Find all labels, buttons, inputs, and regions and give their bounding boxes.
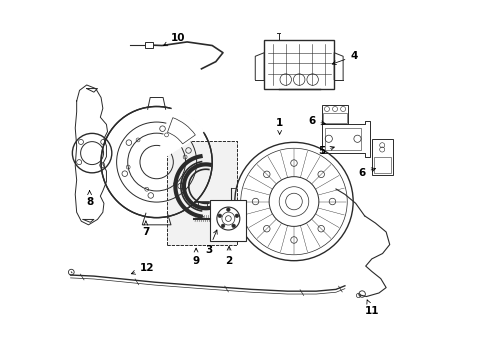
Text: 5: 5 bbox=[317, 146, 334, 156]
Bar bbox=[264, 40, 333, 89]
Text: 7: 7 bbox=[142, 221, 149, 237]
Bar bbox=[321, 105, 348, 125]
Circle shape bbox=[218, 214, 221, 217]
Text: 9: 9 bbox=[192, 248, 199, 266]
Circle shape bbox=[221, 224, 224, 228]
Text: 6: 6 bbox=[307, 116, 325, 126]
Circle shape bbox=[235, 214, 238, 217]
Text: 6: 6 bbox=[358, 168, 375, 178]
Text: 8: 8 bbox=[86, 191, 93, 207]
Circle shape bbox=[226, 208, 230, 211]
Text: 10: 10 bbox=[163, 33, 185, 46]
Text: 1: 1 bbox=[275, 118, 283, 134]
Text: 12: 12 bbox=[131, 263, 154, 274]
Bar bbox=[198, 202, 206, 208]
Text: 11: 11 bbox=[364, 300, 378, 316]
Bar bbox=[167, 140, 237, 244]
Text: 4: 4 bbox=[331, 51, 357, 64]
Bar bbox=[210, 200, 246, 241]
Wedge shape bbox=[156, 107, 204, 162]
Text: 2: 2 bbox=[225, 246, 232, 266]
Bar bbox=[323, 113, 346, 123]
Wedge shape bbox=[167, 118, 195, 144]
Bar bbox=[144, 42, 152, 48]
Bar bbox=[373, 157, 390, 173]
Bar bbox=[325, 128, 360, 149]
Circle shape bbox=[231, 224, 235, 228]
Text: 3: 3 bbox=[204, 230, 217, 255]
FancyArrowPatch shape bbox=[71, 272, 72, 273]
Bar bbox=[167, 140, 237, 244]
Bar bbox=[371, 139, 392, 175]
